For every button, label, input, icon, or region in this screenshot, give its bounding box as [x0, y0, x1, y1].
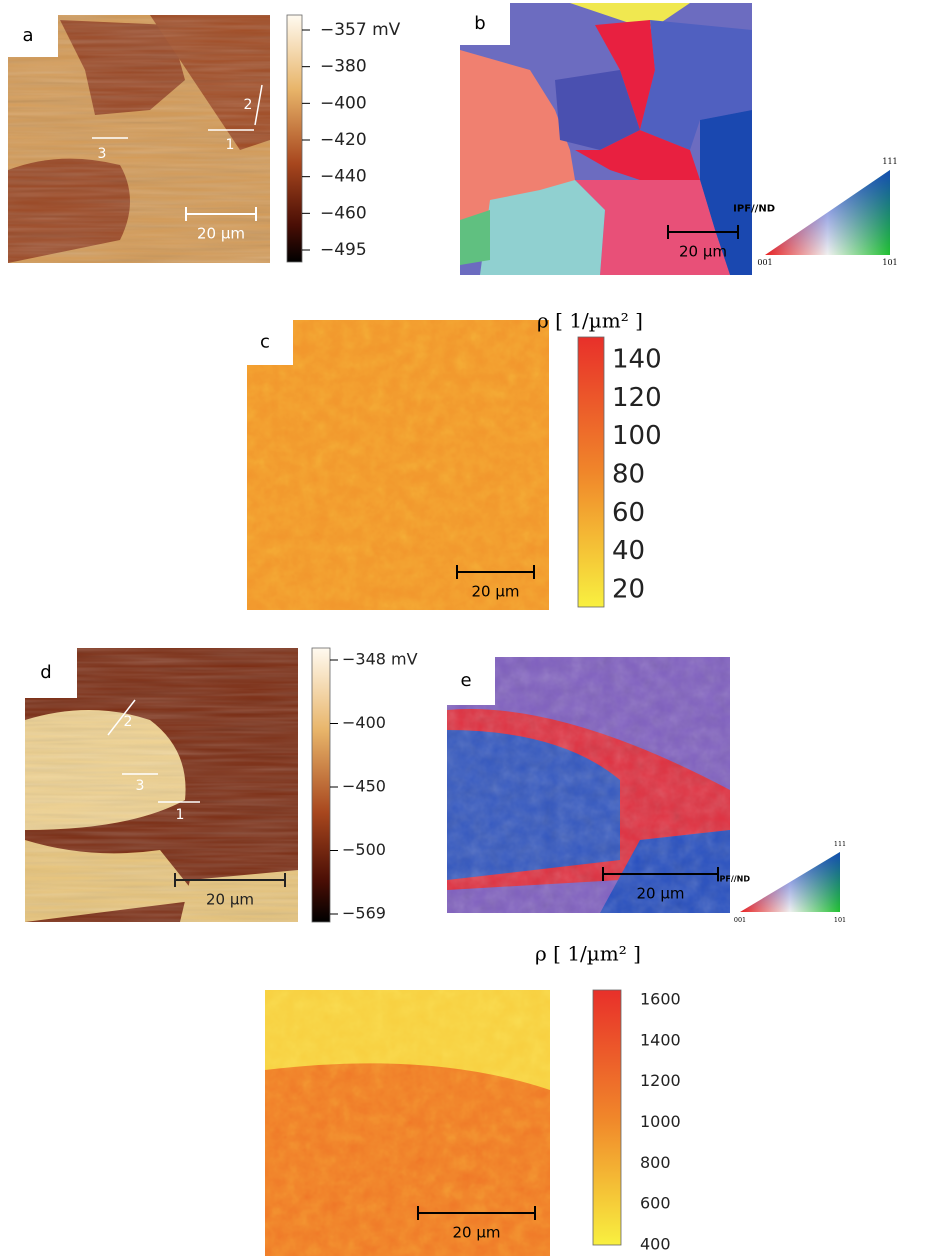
colorbar-tick-label: 1000	[640, 1112, 681, 1131]
colorbar-tick-label: −460	[320, 203, 367, 223]
marker-label: 1	[176, 807, 185, 823]
colorbar	[577, 336, 605, 608]
image-e	[447, 657, 730, 913]
colorbar-tick-label: −500	[342, 840, 386, 859]
colorbar-tick-label: 100	[612, 421, 662, 451]
ipf-triangle-blue	[740, 852, 840, 912]
marker-label: 1	[226, 137, 235, 153]
colorbar-tick-label: 140	[612, 345, 662, 375]
colorbar-tick-label: −400	[342, 713, 386, 732]
colorbar-tick-label: −420	[320, 130, 367, 150]
colorbar-tick-label: 800	[640, 1153, 671, 1172]
ipf-corner: 101	[834, 916, 846, 924]
colorbar-tick-label: 1200	[640, 1071, 681, 1090]
ipf-title: IPF//ND	[733, 203, 775, 214]
ipf-title: IPF//ND	[717, 875, 751, 884]
label-box	[460, 3, 510, 45]
colorbar-title: ρ [ 1/µm² ]	[537, 309, 643, 333]
colorbar-tick-label: 400	[640, 1235, 671, 1254]
colorbar-tick-label: 40	[612, 536, 645, 566]
scale-bar-label: 20 µm	[452, 1224, 500, 1242]
marker-label: 2	[124, 714, 133, 730]
image-a	[8, 15, 270, 263]
colorbar-tick-label: 120	[612, 383, 662, 413]
image-f	[265, 990, 550, 1256]
panel-label: b	[474, 13, 485, 34]
scale-bar-label: 20 µm	[206, 891, 254, 909]
ipf-corner: 001	[734, 916, 746, 924]
colorbar	[286, 14, 303, 263]
colorbar-tick-label: −495	[320, 240, 367, 260]
colorbar-tick-label: −440	[320, 167, 367, 187]
label-box	[247, 320, 293, 365]
marker-line	[254, 84, 263, 126]
ipf-triangle-blue	[765, 170, 890, 255]
image-b	[460, 3, 752, 275]
colorbar-tick-label: 60	[612, 498, 645, 528]
label-box	[447, 657, 495, 705]
colorbar-tick-label: −348 mV	[342, 650, 418, 669]
ipf-corner: 111	[882, 157, 897, 166]
ipf-corner: 111	[834, 840, 846, 848]
colorbar-tick-label: 1600	[640, 990, 681, 1009]
ipf-corner: 001	[757, 258, 772, 267]
colorbar-tick-label: −569	[342, 904, 386, 923]
colorbar-tick-label: 1400	[640, 1030, 681, 1049]
scale-bar-label: 20 µm	[636, 885, 684, 903]
label-box	[8, 15, 58, 57]
panel-label: d	[40, 662, 51, 683]
ipf-corner: 101	[882, 258, 897, 267]
colorbar-tick-label: −380	[320, 57, 367, 77]
image-c	[247, 320, 549, 610]
scale-bar-label: 20 µm	[197, 225, 245, 243]
panel-label: a	[22, 25, 33, 46]
colorbar-tick-label: −357 mV	[320, 20, 401, 40]
colorbar	[592, 989, 622, 1246]
marker-label: 2	[244, 97, 253, 113]
colorbar	[311, 647, 331, 923]
colorbar-title: ρ [ 1/µm² ]	[535, 942, 641, 966]
label-box	[25, 648, 77, 698]
colorbar-tick-label: 20	[612, 575, 645, 605]
colorbar-tick-label: −450	[342, 777, 386, 796]
colorbar-tick-label: −400	[320, 93, 367, 113]
colorbar-tick-label: 80	[612, 460, 645, 490]
marker-label: 3	[98, 146, 107, 162]
panel-label: e	[460, 670, 471, 691]
colorbar-tick-label: 600	[640, 1194, 671, 1213]
marker-line	[107, 699, 136, 736]
scale-bar-label: 20 µm	[679, 243, 727, 261]
scale-bar-label: 20 µm	[471, 583, 519, 601]
panel-label: c	[260, 332, 270, 353]
marker-label: 3	[136, 778, 145, 794]
